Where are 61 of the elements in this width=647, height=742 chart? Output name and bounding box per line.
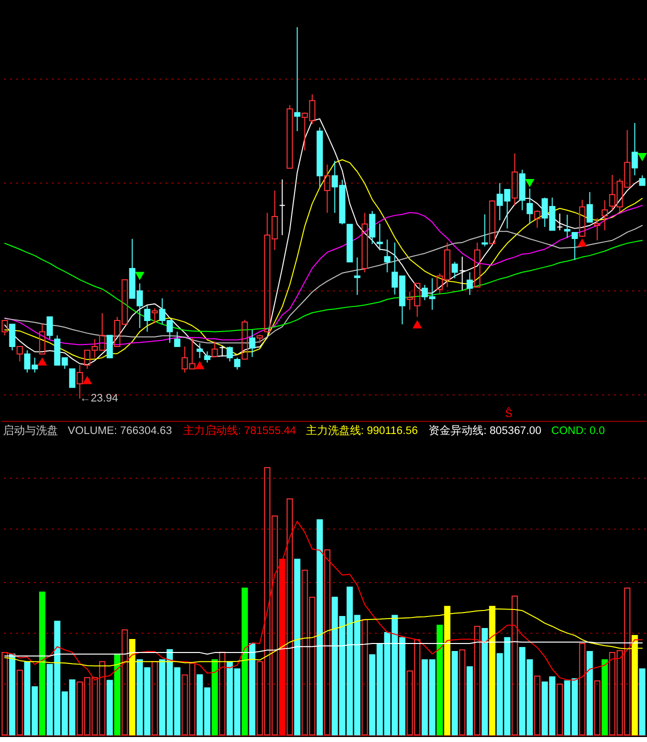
candlestick [526,188,533,224]
point [578,238,587,247]
bar [9,654,16,736]
bar [242,588,248,736]
candlestick [512,152,518,206]
bar [122,629,128,736]
bar [212,659,218,736]
bar [466,666,473,736]
candlestick [594,218,600,241]
point [195,361,204,370]
bar [286,498,293,736]
bar [324,549,330,736]
candlestick [144,305,150,332]
bar [16,670,23,736]
bar [474,626,480,736]
bar [106,680,113,736]
bar [512,596,518,736]
bar [639,668,646,736]
chart-title: 启动与洗盘 [2,424,58,437]
bar [249,642,256,736]
bar [2,652,8,736]
candlestick [354,256,360,296]
bar [602,659,608,736]
bar [362,619,368,736]
bar [594,680,600,736]
point [82,376,92,384]
candlestick [384,239,390,273]
candlestick [324,164,330,214]
candlestick [279,178,286,236]
candlestick [294,26,300,132]
bar [556,684,563,736]
candlestick [76,364,83,400]
bar [294,558,300,736]
point [638,153,647,162]
point [525,179,534,188]
candlestick [602,200,608,231]
annotation: ←23.94 [80,392,118,405]
point [412,320,422,328]
text: VOLUME: 766304.63 [68,424,172,437]
candlestick [459,256,466,291]
bar [452,650,458,736]
bar [534,676,540,736]
bar [152,661,158,736]
text: 主力洗盘线: 990116.56 [306,424,418,437]
bar [114,654,120,736]
bar [482,628,488,736]
bar [579,642,586,736]
bar [219,652,226,736]
bar [586,650,593,736]
point [135,272,144,280]
text: 主力启动线: 781555.44 [183,424,296,437]
bar [459,649,466,736]
bar [436,624,443,736]
text: Ŝ [504,406,512,420]
point [38,357,47,366]
text: COND: 0.0 [551,424,605,437]
candlestick [556,213,563,231]
bar [39,592,46,736]
candlestick [632,122,638,176]
text: 资金异动线: 805367.00 [428,424,542,437]
bar [316,519,323,736]
